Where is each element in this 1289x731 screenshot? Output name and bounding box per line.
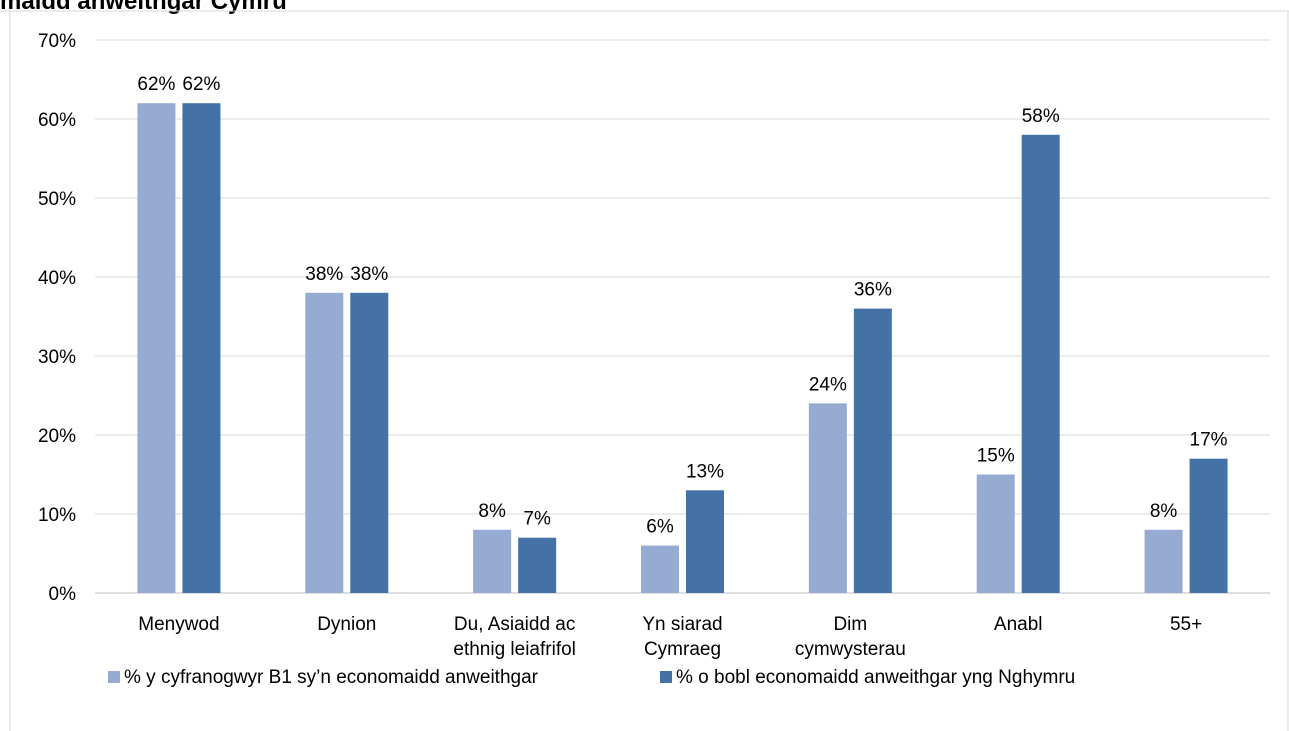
x-category-label: Du, Asiaidd ac (454, 614, 575, 635)
data-label: 36% (854, 280, 892, 301)
x-category-label: Dim (833, 614, 867, 635)
x-category-label: Cymraeg (644, 639, 721, 660)
data-label: 13% (686, 461, 724, 482)
y-tick-label: 10% (38, 505, 76, 526)
data-labels: 62% 62% 38% 38% 8% 7% 6% 13% 24% 36% 15% 58% 8% 17% (137, 74, 1227, 537)
bar-series-2-cat-2 (350, 292, 389, 593)
chart-title: maidd anweithgar Cymru (0, 0, 287, 15)
data-label: 24% (809, 374, 847, 395)
legend: % y cyfranogwyr B1 sy’n economaidd anwei… (108, 667, 1075, 688)
data-label: 38% (305, 264, 343, 285)
data-label: 58% (1022, 106, 1060, 127)
y-tick-label: 50% (38, 189, 76, 210)
bar-series-2-cat-1 (182, 103, 221, 593)
bar-series-2-cat-6 (1021, 134, 1060, 594)
x-category-label: 55+ (1170, 614, 1202, 635)
data-label: 17% (1190, 430, 1228, 451)
data-label: 15% (977, 446, 1015, 467)
data-label: 7% (523, 509, 551, 530)
bar-series-2-cat-7 (1189, 458, 1228, 593)
bar-series-1-cat-5 (808, 403, 847, 593)
x-category-label: Menywod (138, 614, 219, 635)
data-label: 38% (350, 264, 388, 285)
x-category-label: Dynion (317, 614, 376, 635)
gridlines (95, 39, 1270, 594)
y-tick-label: 20% (38, 426, 76, 447)
y-axis: 0% 10% 20% 30% 40% 50% 60% 70% (38, 31, 76, 605)
y-tick-label: 40% (38, 268, 76, 289)
x-category-label: ethnig leiafrifol (453, 639, 576, 660)
x-category-label: Anabl (994, 614, 1043, 635)
bar-series-1-cat-6 (976, 474, 1015, 593)
bar-series-1-cat-2 (305, 292, 344, 593)
bar-series-2-cat-5 (853, 308, 892, 593)
y-tick-label: 70% (38, 31, 76, 52)
x-category-label: Yn siarad (642, 614, 722, 635)
bar-series-1-cat-1 (137, 103, 176, 593)
bars (137, 103, 1228, 594)
y-tick-label: 0% (49, 584, 77, 605)
data-label: 8% (478, 501, 506, 522)
data-label: 62% (137, 74, 175, 95)
legend-swatch (660, 671, 672, 683)
legend-swatch (108, 671, 120, 683)
data-label: 62% (182, 74, 220, 95)
bar-series-1-cat-4 (641, 545, 679, 593)
bar-series-2-cat-4 (686, 490, 724, 593)
data-label: 6% (646, 517, 674, 538)
bar-series-1-cat-3 (473, 529, 512, 593)
y-tick-label: 60% (38, 110, 76, 131)
bar-series-2-cat-3 (518, 537, 557, 593)
x-axis: Menywod Dynion Du, Asiaidd ac ethnig leiafr… (138, 614, 1202, 660)
legend-label: % o bobl economaidd anweithgar yng Nghym… (676, 667, 1075, 688)
bar-series-1-cat-7 (1144, 529, 1183, 593)
y-tick-label: 30% (38, 347, 76, 368)
data-label: 8% (1150, 501, 1178, 522)
x-category-label: cymwysterau (795, 639, 906, 660)
legend-label: % y cyfranogwyr B1 sy’n economaidd anwei… (124, 667, 539, 688)
